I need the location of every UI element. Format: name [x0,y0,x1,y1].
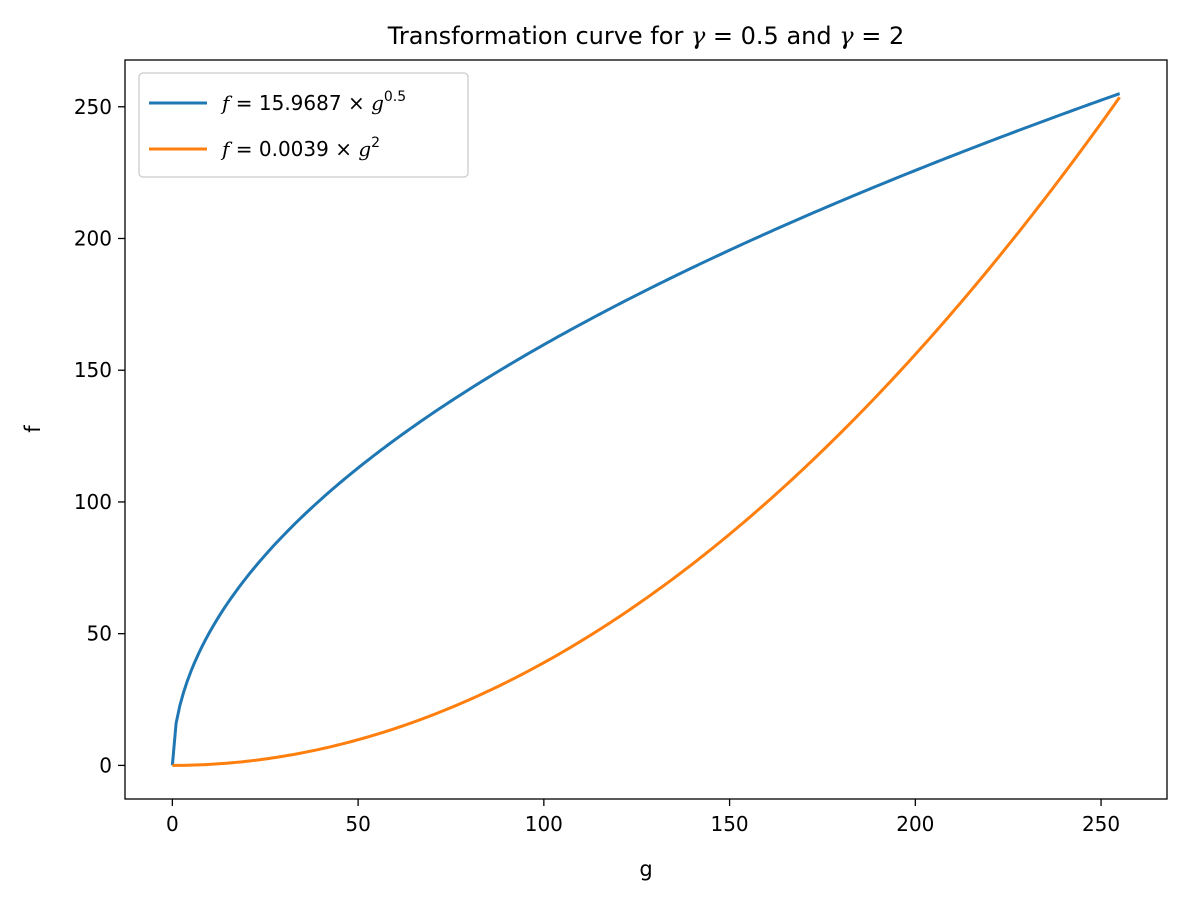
x-axis-label: g [639,857,652,881]
title-gamma-value-2: 2 [889,22,904,50]
title-eq-2: = [854,22,889,50]
legend: f = 15.9687 × g0.5 f = 0.0039 × g2 [138,72,469,178]
y-axis-ticks: 0 50 100 150 200 250 [74,95,125,777]
y-tick-label: 50 [87,622,112,646]
y-tick-label: 100 [74,490,112,514]
x-axis-ticks: 0 50 100 150 200 250 [166,799,1120,836]
title-mid: and [779,22,839,50]
title-gamma-2: γ [839,22,854,50]
title-prefix: Transformation curve for [387,22,691,50]
title-gamma-value-1: 0.5 [741,22,779,50]
y-tick-label: 200 [74,226,112,250]
title-gamma-1: γ [691,22,706,50]
x-tick-label: 100 [525,812,563,836]
x-tick-label: 0 [166,812,179,836]
x-tick-label: 250 [1082,812,1120,836]
y-tick-label: 250 [74,95,112,119]
title-eq-1: = [705,22,740,50]
series-line-2 [172,96,1121,767]
legend-box [138,72,469,178]
series-line-1 [170,92,1121,766]
plot-frame [124,59,1168,800]
y-axis-label: f [21,425,45,433]
legend-label-series-1: f = 15.9687 × g0.5 [220,89,406,115]
chart-title: Transformation curve for γ = 0.5 and γ =… [387,22,905,50]
y-tick-label: 0 [99,753,112,777]
plot-series [170,92,1121,767]
y-tick-label: 150 [74,358,112,382]
legend-label-series-2: f = 0.0039 × g2 [220,135,380,161]
x-tick-label: 200 [896,812,934,836]
x-tick-label: 150 [710,812,748,836]
x-tick-label: 50 [345,812,370,836]
